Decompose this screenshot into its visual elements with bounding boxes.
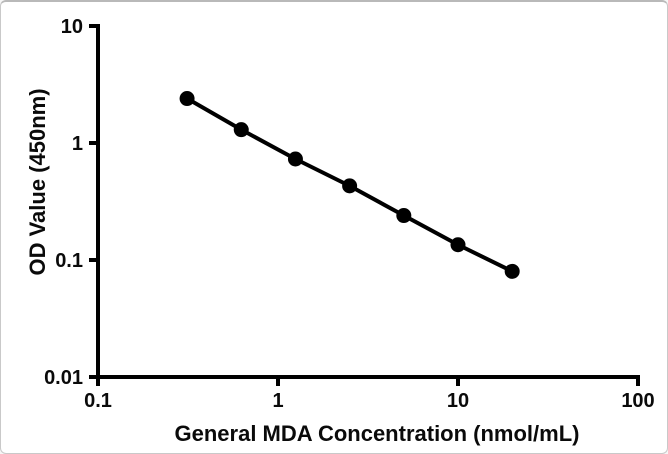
- x-tick-label: 0.1: [84, 390, 112, 412]
- data-point: [179, 91, 195, 107]
- data-point: [504, 263, 520, 279]
- data-point: [287, 151, 303, 167]
- y-tick-label: 1: [72, 133, 83, 155]
- data-point: [396, 208, 412, 224]
- data-series: [179, 91, 520, 279]
- data-point: [233, 122, 249, 138]
- data-point: [450, 237, 466, 253]
- x-tick-label: 10: [447, 390, 469, 412]
- x-tick-label: 100: [621, 390, 654, 412]
- y-axis-title: OD Value (450nm): [25, 88, 50, 275]
- y-tick-label: 0.01: [44, 367, 83, 389]
- x-axis-title: General MDA Concentration (nmol/mL): [175, 421, 580, 446]
- y-tick-label: 0.1: [55, 250, 83, 272]
- y-tick-label: 10: [61, 16, 83, 38]
- axes: [96, 24, 640, 379]
- data-point: [342, 178, 358, 194]
- axis-ticks: [89, 24, 640, 386]
- x-tick-label: 1: [272, 390, 283, 412]
